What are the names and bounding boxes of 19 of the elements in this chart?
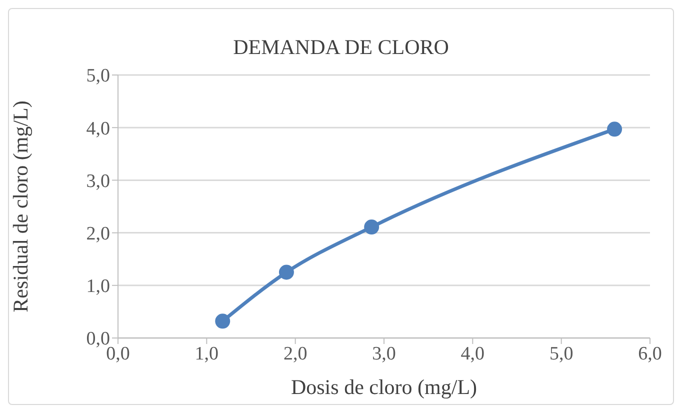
x-tick-label: 1,0 <box>194 343 219 364</box>
y-tick-label: 3,0 <box>86 170 110 192</box>
point <box>607 122 622 137</box>
x-tick-label: 3,0 <box>372 343 396 364</box>
point <box>215 314 230 329</box>
x-axis-title: Dosis de cloro (mg/L) <box>290 375 478 399</box>
x-tick-label: 0,0 <box>106 343 130 364</box>
x-tick-label: 5,0 <box>549 343 574 364</box>
y-tick-label: 2,0 <box>86 224 110 245</box>
point <box>364 220 380 235</box>
y-tick-label: 4,0 <box>86 118 110 140</box>
chart-title: DEMANDA DE CLORO <box>232 35 450 60</box>
y-tick-label: 1,0 <box>86 276 110 298</box>
x-tick-label: 4,0 <box>460 343 485 364</box>
y-tick-label: 5,0 <box>86 66 110 87</box>
x-tick-label: 2,0 <box>283 343 308 364</box>
point <box>278 264 294 280</box>
y-axis-title: Residual de cloro (mg/L) <box>8 100 32 312</box>
x-tick-label: 6,0 <box>638 343 662 364</box>
